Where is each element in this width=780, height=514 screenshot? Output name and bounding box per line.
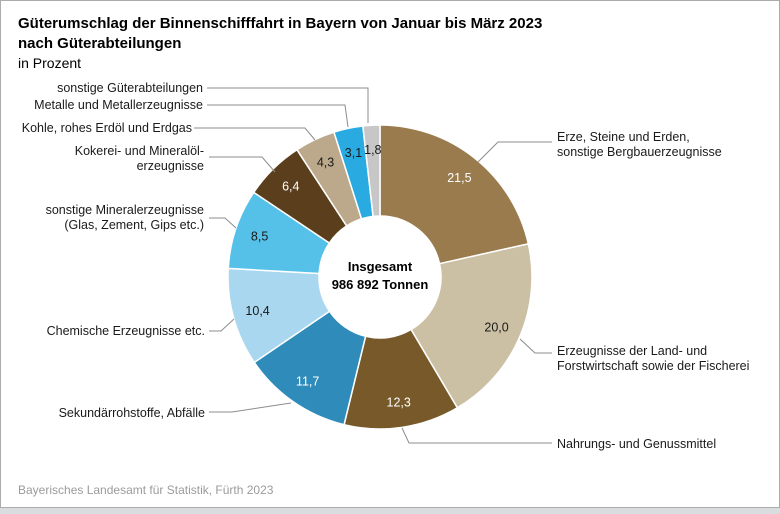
segment-value-3: 11,7 xyxy=(296,374,319,388)
center-total-label: Insgesamt xyxy=(347,259,413,274)
donut-segment-0 xyxy=(379,124,530,265)
callout-kohle-rohes-erdoel-erdgas: Kohle, rohes Erdöl und Erdgas xyxy=(21,121,192,135)
leader-line-2 xyxy=(401,427,552,444)
source-attribution: Bayerisches Landesamt für Statistik, Für… xyxy=(18,483,274,497)
donut-center-total: Insgesamt 986 892 Tonnen xyxy=(310,258,450,294)
page-title-line1: Güterumschlag der Binnenschifffahrt in B… xyxy=(18,15,543,32)
segment-value-0: 21,5 xyxy=(447,171,471,185)
callout-sonstige-mineralerzeugnisse: sonstige Mineralerzeugnisse (Glas, Zemen… xyxy=(45,203,204,232)
segment-value-4: 10,4 xyxy=(245,304,269,318)
donut-segment-9 xyxy=(362,124,381,218)
callout-erze-steine-erden: Erze, Steine und Erden, sonstige Bergbau… xyxy=(557,130,722,159)
callout-metalle-und-metallerzeugnisse: Metalle und Metallerzeugnisse xyxy=(34,98,203,112)
callout-sekundaerrohstoffe-abfaelle: Sekundärrohstoffe, Abfälle xyxy=(58,406,205,420)
page-subtitle: in Prozent xyxy=(18,55,82,71)
callout-kokerei-mineraloelerzeugnisse: Kokerei- und Mineralöl- erzeugnisse xyxy=(74,144,204,173)
segment-value-7: 4,3 xyxy=(317,155,334,169)
callout-sonstige-gueterabteilungen: sonstige Güterabteilungen xyxy=(57,81,203,95)
segment-value-6: 6,4 xyxy=(282,180,299,194)
leader-line-7 xyxy=(194,127,316,141)
leader-line-0 xyxy=(477,141,552,163)
leader-line-1 xyxy=(519,338,552,354)
leader-line-3 xyxy=(209,402,292,413)
center-total-value: 986 892 Tonnen xyxy=(331,277,429,292)
title-block: Güterumschlag der Binnenschifffahrt in B… xyxy=(18,14,542,73)
leader-line-5 xyxy=(209,217,237,229)
segment-value-8: 3,1 xyxy=(345,146,362,160)
donut-segment-1 xyxy=(410,243,533,409)
leader-line-6 xyxy=(209,156,276,173)
leader-line-4 xyxy=(209,318,235,332)
callout-chemische-erzeugnisse: Chemische Erzeugnisse etc. xyxy=(46,324,205,338)
callout-land-forstwirtschaft-fischerei: Erzeugnisse der Land- und Forstwirtschaf… xyxy=(557,344,750,373)
segment-value-2: 12,3 xyxy=(387,396,411,410)
callout-nahrungs-genussmittel: Nahrungs- und Genussmittel xyxy=(557,437,717,451)
segment-value-1: 20,0 xyxy=(484,320,508,334)
segment-value-9: 1,8 xyxy=(364,143,381,157)
page-title-line2: nach Güterabteilungen xyxy=(18,35,182,52)
segment-value-5: 8,5 xyxy=(251,230,268,244)
leader-line-9 xyxy=(207,87,369,123)
bottom-strip xyxy=(0,508,780,514)
leader-line-8 xyxy=(207,104,349,128)
